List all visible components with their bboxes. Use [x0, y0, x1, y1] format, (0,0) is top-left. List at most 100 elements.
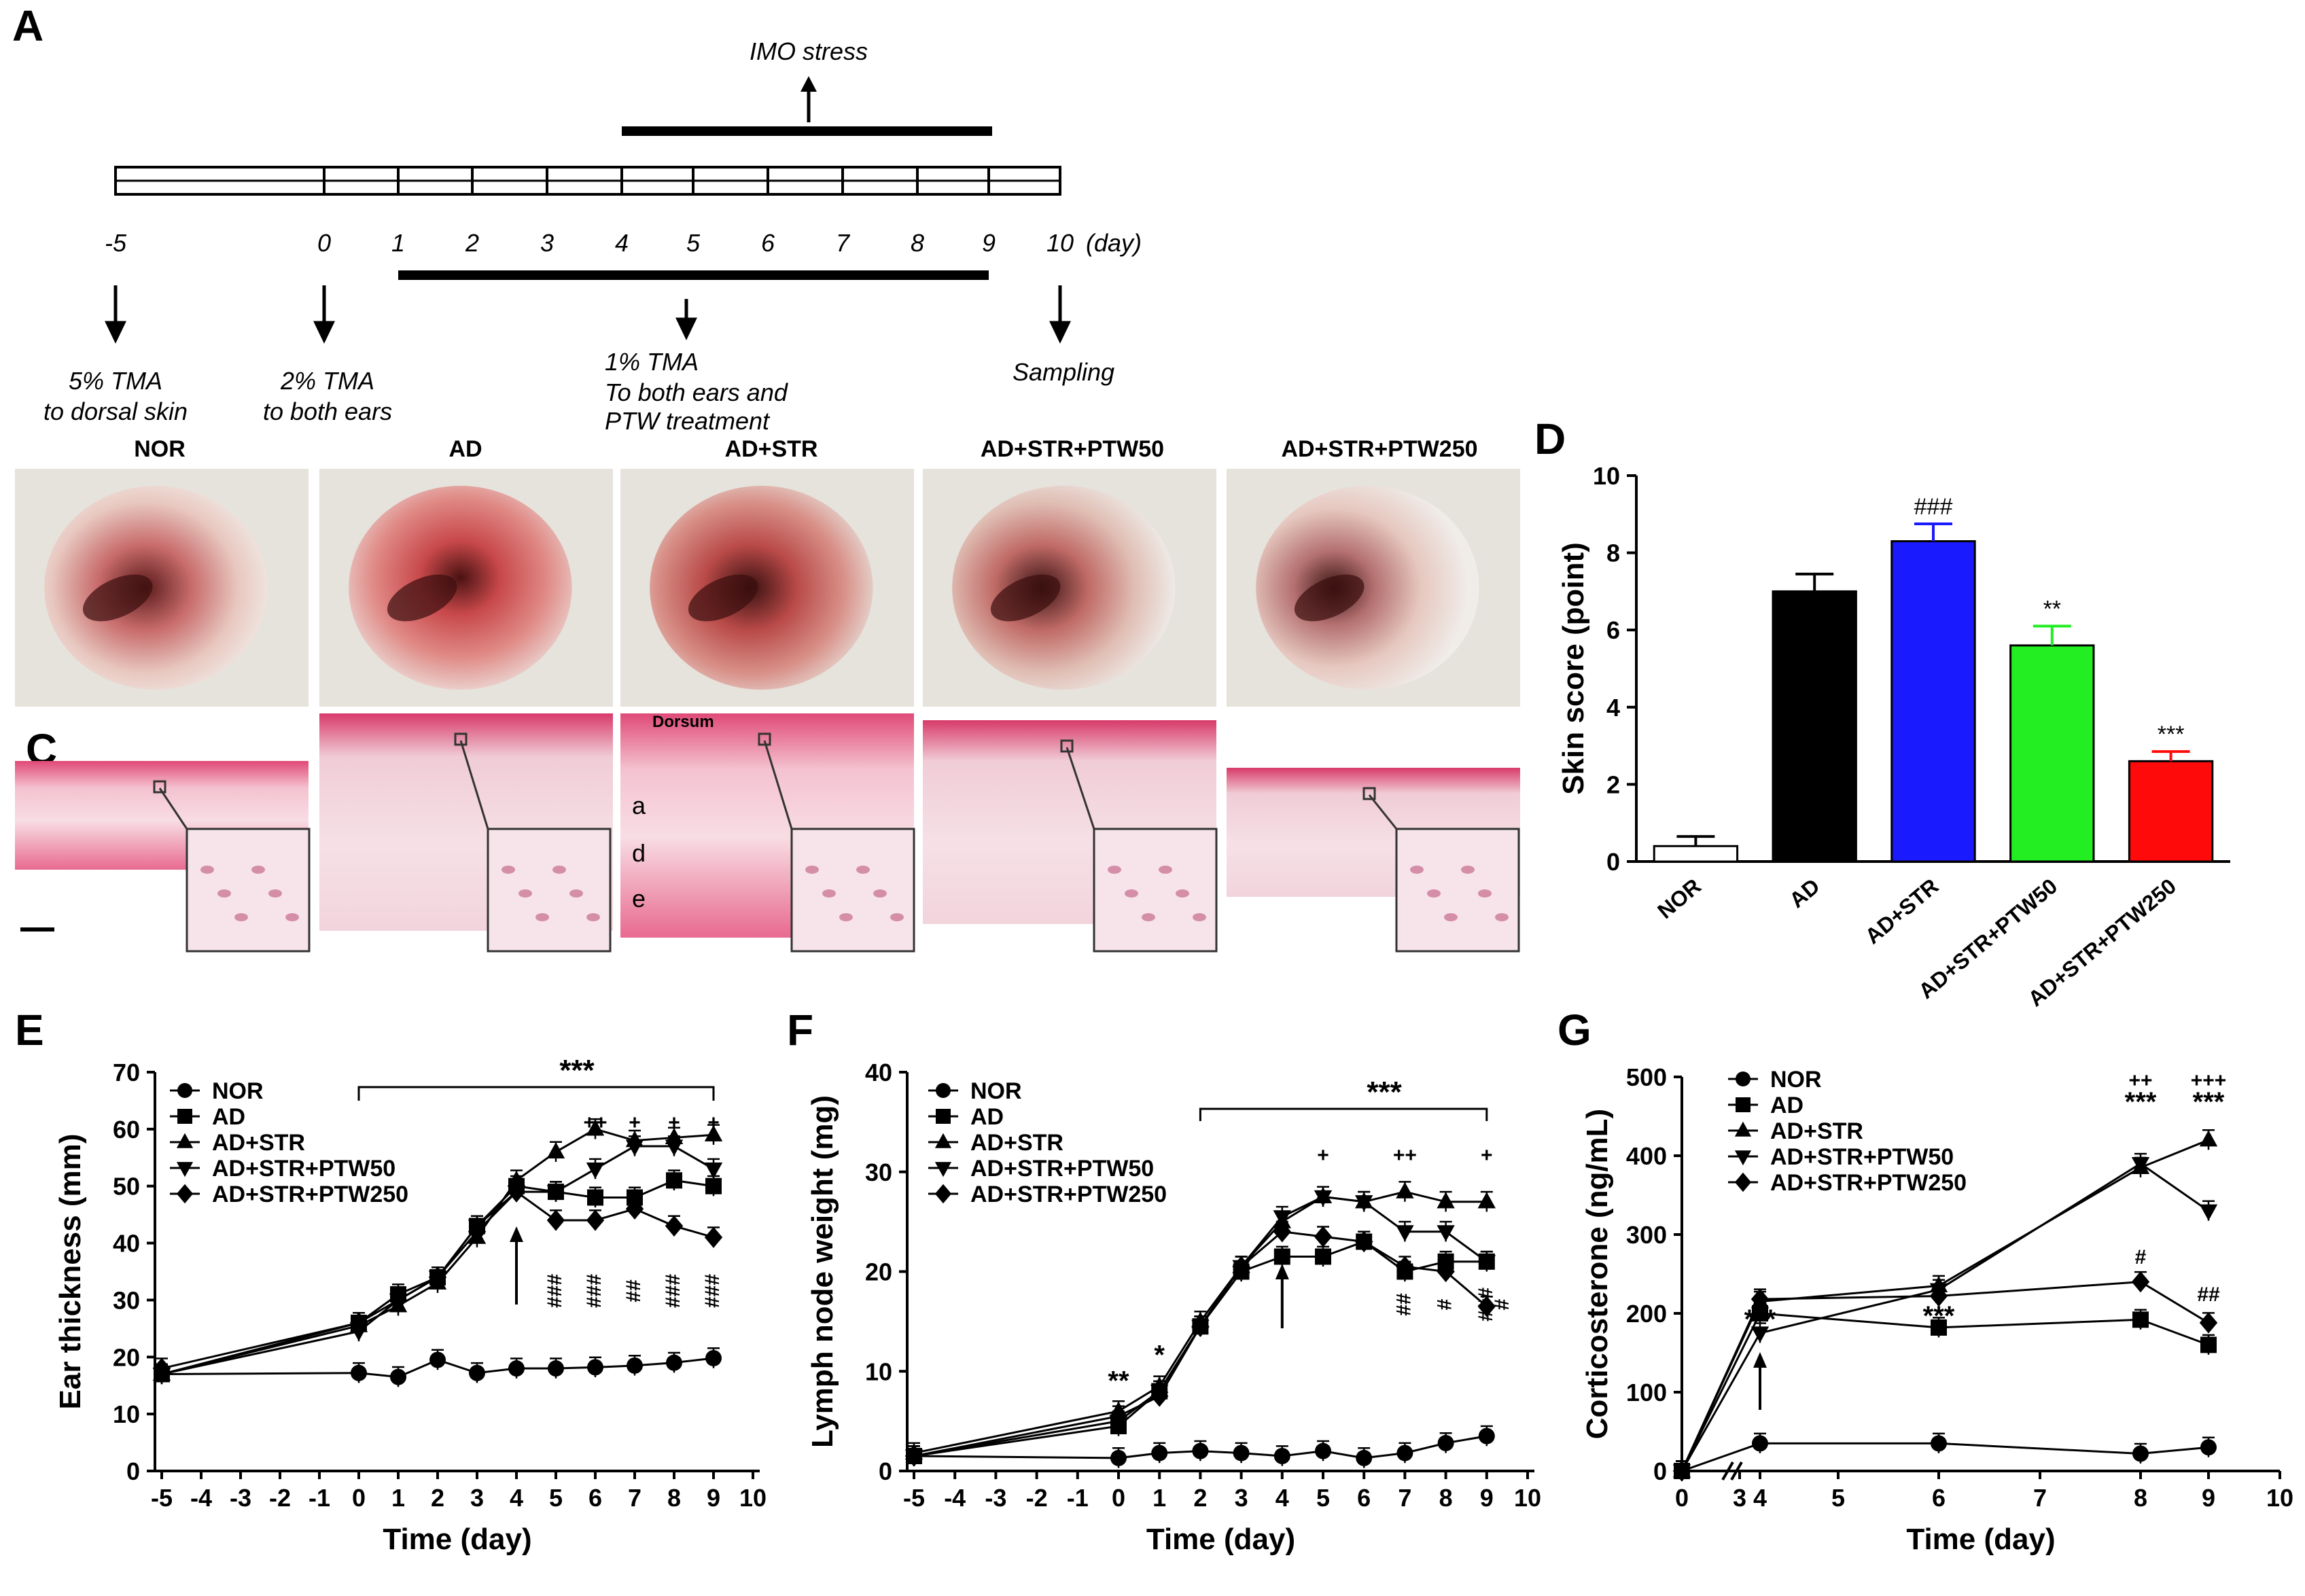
panel-label-a: A: [12, 1, 43, 50]
hash-mark: ###: [701, 1274, 724, 1308]
data-point: [1396, 1256, 1414, 1277]
x-tick-label: 4: [1275, 1484, 1289, 1512]
timeline-day-label: 2: [465, 229, 479, 257]
cell: [1193, 913, 1206, 921]
data-point: [468, 1221, 487, 1243]
data-point: [1273, 1248, 1290, 1265]
cell: [890, 913, 904, 921]
plus-mark: +: [668, 1112, 680, 1134]
significance-bracket: [357, 1086, 715, 1101]
plus-mark: ++: [1393, 1144, 1417, 1167]
cell: [552, 866, 566, 874]
x-tick-label: 4: [1753, 1484, 1767, 1512]
legend-marker: [177, 1083, 192, 1098]
timeline: IMO stress -5 0 1 2 3 4 5 6 7 8 9 10 (day) 5% TMA t…: [43, 37, 1142, 435]
data-point: [1931, 1319, 1947, 1336]
y-tick-label: 20: [865, 1258, 892, 1286]
inset-connector: [158, 787, 188, 830]
y-tick-label: 40: [865, 1059, 892, 1086]
data-point: [548, 1360, 564, 1377]
x-tick-label: AD+STR: [1861, 874, 1943, 948]
x-tick-label: 0: [1675, 1484, 1689, 1512]
star-mark: ***: [2193, 1087, 2225, 1117]
bar: [2128, 760, 2214, 863]
panel-label-f: F: [787, 1006, 813, 1054]
x-axis-title: Time (day): [383, 1523, 531, 1556]
data-point: [2131, 1271, 2150, 1293]
x-axis-title: Time (day): [1906, 1523, 2055, 1556]
data-point: [507, 1170, 526, 1187]
x-tick-label: -1: [309, 1484, 330, 1512]
x-tick-label: 3: [470, 1484, 484, 1512]
timeline-day-label: -5: [105, 229, 127, 257]
timeline-day-label: 7: [836, 229, 851, 257]
data-point: [586, 1162, 605, 1179]
chart-d: 0 2 4 6 8 10 Skin score (point) NOR AD ### AD+STR *…: [1557, 462, 2230, 1011]
bracket-label: ***: [1367, 1076, 1402, 1109]
x-tick-label: 6: [588, 1484, 602, 1512]
data-point: [1356, 1449, 1373, 1466]
data-point: [904, 1445, 923, 1467]
hash-mark: ###: [662, 1274, 684, 1308]
cell: [285, 913, 299, 921]
cell: [518, 889, 532, 898]
dorsum-label: Dorsum: [652, 713, 714, 731]
plus-mark: +: [707, 1112, 720, 1134]
x-tick-label: 0: [352, 1484, 366, 1512]
hash-mark: ###: [1475, 1288, 1497, 1322]
cell: [217, 889, 231, 898]
event-3-line2: To both ears and: [605, 378, 788, 406]
hash-mark: ##: [622, 1279, 645, 1302]
x-axis-title: Time (day): [1146, 1523, 1295, 1556]
data-point: [1672, 1460, 1691, 1482]
legend-label: NOR: [1770, 1067, 1822, 1093]
legend-marker: [1734, 1150, 1752, 1166]
data-point: [469, 1364, 485, 1381]
inset-marker: [153, 780, 166, 794]
hash-mark: ##: [2197, 1283, 2220, 1306]
plus-mark: +++: [2191, 1069, 2227, 1092]
data-point: [1750, 1288, 1770, 1310]
inset-marker: [1362, 787, 1376, 800]
panel-label-e: E: [15, 1006, 44, 1054]
histology-inset: [790, 828, 915, 953]
data-point: [625, 1139, 644, 1156]
data-point: [1315, 1248, 1331, 1265]
data-point: [625, 1198, 644, 1220]
early-significance: **: [1108, 1366, 1129, 1396]
data-point: [1110, 1449, 1127, 1466]
star-mark: ***: [1744, 1305, 1776, 1334]
data-point: [1396, 1182, 1414, 1199]
legend-label: AD: [1770, 1093, 1803, 1118]
data-point: [1437, 1192, 1455, 1209]
x-tick-label: 9: [707, 1484, 720, 1512]
legend-marker: [934, 1133, 952, 1148]
data-point: [1151, 1444, 1168, 1461]
timeline-day-label: 4: [615, 229, 629, 257]
inset-connector: [763, 740, 793, 830]
ear-photo-labels: NOR AD AD+STR AD+STR+PTW50 AD+STR+PTW250: [134, 436, 1477, 462]
cell: [268, 889, 282, 898]
significance-mark: ***: [2158, 722, 2185, 747]
timeline-day-label: 9: [982, 229, 996, 257]
timeline-day-label: 0: [317, 229, 331, 257]
data-point: [587, 1189, 603, 1206]
cell: [502, 866, 515, 874]
legend-label: AD+STR+PTW50: [970, 1156, 1154, 1182]
x-tick-label: 2: [1193, 1484, 1207, 1512]
plus-mark: ++: [2128, 1069, 2152, 1092]
x-tick-label: 8: [667, 1484, 681, 1512]
bracket-label: ***: [559, 1054, 595, 1087]
data-point: [1150, 1385, 1169, 1407]
x-tick-label: -2: [1026, 1484, 1048, 1512]
x-tick-label: 10: [1514, 1484, 1541, 1512]
data-point: [546, 1185, 565, 1202]
histology-images: [15, 713, 1520, 953]
star-mark: ***: [1923, 1301, 1955, 1331]
x-tick-label: -4: [944, 1484, 966, 1512]
data-point: [390, 1368, 406, 1385]
photo-group-label: AD+STR+PTW50: [981, 436, 1164, 462]
inset-connector: [459, 740, 489, 830]
significance-mark: ###: [1914, 494, 1953, 520]
legend-label: AD+STR+PTW250: [212, 1182, 408, 1207]
